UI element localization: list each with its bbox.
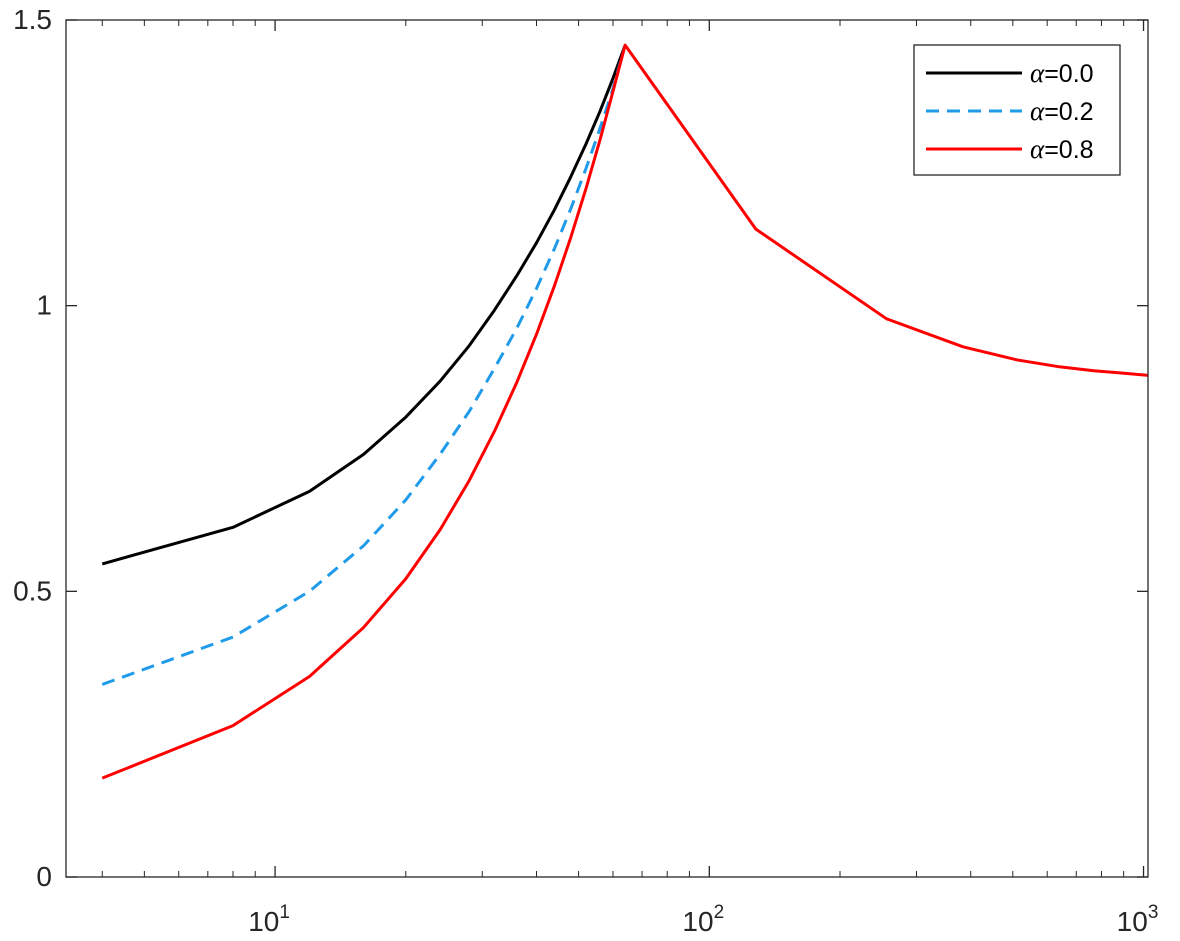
series-line-2 bbox=[101, 43, 1149, 780]
legend-label-value: =0.0 bbox=[1044, 60, 1093, 88]
axes-box bbox=[65, 19, 1149, 878]
y-tick-label: 1 bbox=[36, 290, 52, 321]
x-tick-label-base: 10 bbox=[248, 906, 279, 937]
legend-label-symbol: α bbox=[1030, 58, 1045, 88]
legend-label-value: =0.2 bbox=[1044, 98, 1093, 126]
legend-label-2: α=0.8 bbox=[1030, 134, 1094, 164]
series-lines bbox=[101, 43, 1149, 780]
series-line-0 bbox=[101, 44, 627, 566]
x-tick-label-base: 10 bbox=[682, 906, 713, 937]
legend-label-1: α=0.2 bbox=[1030, 96, 1094, 126]
legend-label-0: α=0.0 bbox=[1030, 58, 1094, 88]
legend-label-symbol: α bbox=[1030, 96, 1045, 126]
x-tick-label: 103 bbox=[1117, 902, 1159, 937]
x-tick-label-base: 10 bbox=[1117, 906, 1148, 937]
x-tick-label-exponent: 1 bbox=[279, 902, 290, 923]
legend: α=0.0α=0.2α=0.8 bbox=[913, 44, 1121, 176]
x-tick-label: 102 bbox=[682, 902, 724, 937]
series-line-1 bbox=[101, 44, 627, 686]
x-tick-label: 101 bbox=[248, 902, 290, 937]
legend-label-value: =0.8 bbox=[1044, 136, 1093, 164]
y-tick-label: 0.5 bbox=[13, 575, 52, 606]
y-tick-label: 0 bbox=[36, 861, 52, 892]
y-tick-label: 1.5 bbox=[13, 4, 52, 35]
legend-label-symbol: α bbox=[1030, 134, 1045, 164]
x-tick-label-exponent: 2 bbox=[714, 902, 725, 923]
x-tick-label-exponent: 3 bbox=[1148, 902, 1159, 923]
